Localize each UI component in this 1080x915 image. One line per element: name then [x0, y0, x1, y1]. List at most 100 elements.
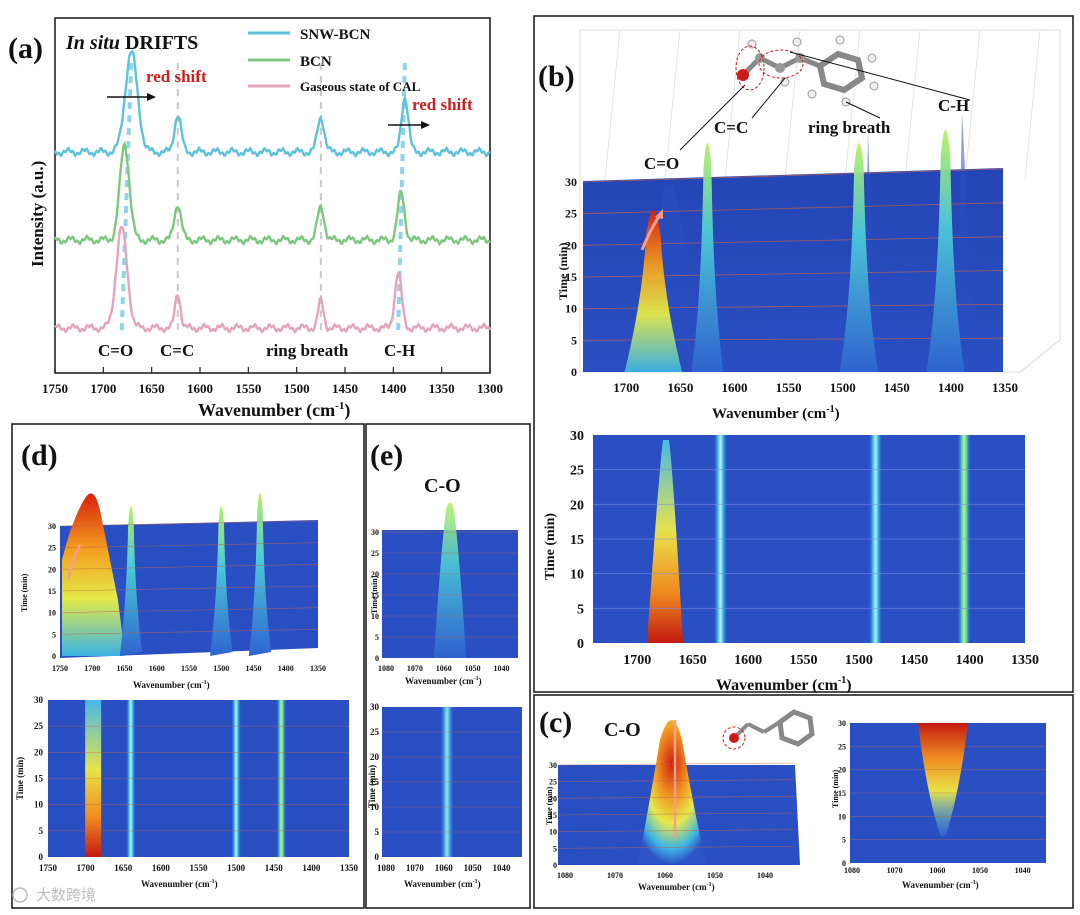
panel-b-3d-xlabel-main: Wavenumber (cm: [712, 406, 827, 422]
panel-a-xlabel-close: ): [344, 400, 350, 421]
y-tick-label: 20: [34, 747, 44, 757]
legend-label-gas: Gaseous state of CAL: [300, 79, 421, 94]
panel-e-3d-y-ticks: 0 5 10 15 20 25 30: [371, 528, 379, 663]
panel-c-map-xlabel-sup: -1: [971, 880, 976, 886]
x-tick-label: 1050: [972, 866, 988, 875]
x-tick-label: 1050: [464, 863, 483, 873]
panel-d-3d-xlabel-close: ): [207, 680, 210, 690]
y-tick-label: 0: [39, 852, 44, 862]
panel-d-map-xlabel-close: ): [215, 879, 218, 889]
panel-b-map-ylabel: Time (min): [543, 513, 558, 580]
time-row-line: [557, 762, 796, 766]
panel-c-3d-peak: [638, 720, 706, 864]
x-tick-label: 1070: [407, 664, 423, 673]
y-tick-label: 0: [571, 365, 577, 379]
x-tick-label: 1060: [435, 863, 454, 873]
x-tick-label: 1700: [90, 381, 116, 396]
x-tick-label: 1060: [436, 664, 452, 673]
panel-e-label: (e): [370, 439, 403, 472]
x-tick-label: 1350: [310, 664, 326, 673]
y-tick-label: 20: [570, 498, 584, 513]
y-tick-label: 5: [577, 602, 584, 617]
box-grid-line: [964, 29, 981, 181]
panel-a-xlabel-sup: -1: [335, 400, 344, 412]
panel-a-arrowhead-left: [147, 93, 156, 101]
panel-d-3d-y-ticks: 0 5 10 15 20 25 30: [48, 522, 56, 661]
panel-e-3d-rows: [382, 531, 518, 638]
panel-e-map-xlabel-close: ): [478, 879, 481, 889]
time-row-line: [582, 168, 1004, 183]
panel-a-series: [53, 49, 492, 334]
y-tick-label: 25: [34, 721, 44, 731]
y-tick-label: 10: [549, 828, 557, 837]
panel-e: (e) C-O 0 5 10 15 20 25 30 Time (min) 1080 1070…: [365, 423, 531, 909]
surface-peak-3: [926, 130, 965, 372]
y-tick-label: 0: [842, 859, 846, 868]
panel-c-map-y-ticks: 0 5 10 15 20 25 30: [838, 719, 846, 868]
map-band-0: [647, 440, 683, 643]
panel-b-map-y-ticks: 0 5 10 15 20 25 30: [570, 429, 584, 652]
panel-c-3d-ylabel: Time (min): [545, 786, 554, 825]
x-tick-label: 1400: [278, 664, 294, 673]
x-tick-label: 1500: [213, 664, 229, 673]
panel-a-peak-co: C=O: [98, 341, 133, 360]
x-tick-label: 1650: [117, 664, 133, 673]
box-grid-line: [664, 29, 681, 181]
panel-b-peaks: [624, 130, 965, 372]
panel-a-peak-cc: C=C: [160, 341, 194, 360]
panel-b-3d-xlabel: Wavenumber (cm-1): [712, 404, 840, 422]
y-tick-label: 25: [370, 727, 380, 737]
y-tick-label: 20: [565, 238, 577, 252]
y-tick-label: 0: [375, 654, 379, 663]
panel-e-map-y-ticks: 0 5 10 15 20 25 30: [370, 702, 380, 862]
panel-a-title-rest: DRIFTS: [120, 32, 198, 54]
y-tick-label: 25: [838, 742, 846, 751]
y-tick-label: 30: [34, 695, 44, 705]
box-grid-line: [604, 29, 621, 181]
box-grid-line: [904, 29, 921, 181]
y-tick-label: 30: [838, 719, 846, 728]
x-tick-label: 1550: [181, 664, 197, 673]
y-tick-label: 10: [570, 568, 584, 583]
surface-peak-1: [210, 506, 233, 656]
panel-b-peak-ch: C-H: [938, 96, 969, 115]
y-tick-label: 30: [48, 522, 56, 531]
x-tick-label: 1350: [1011, 653, 1039, 668]
panel-e-3d-xlabel: Wavenumber (cm-1): [405, 676, 482, 686]
y-tick-label: 15: [838, 789, 846, 798]
panel-e-frame: [365, 423, 531, 909]
panel-d-3d-ylabel: Time (min): [20, 573, 29, 612]
panel-d-3d-peaks: [119, 493, 272, 656]
x-tick-label: 1550: [776, 380, 802, 395]
panel-e-map-rows: [382, 731, 522, 833]
y-tick-label: 30: [549, 761, 557, 770]
panel-c-3d-y-ticks: 0 5 10 15 20 25 30: [549, 761, 557, 870]
legend-label-snw-bcn: SNW-BCN: [300, 27, 370, 43]
y-tick-label: 20: [549, 794, 557, 803]
panel-a-xlabel-main: Wavenumber (cm: [198, 400, 335, 421]
panel-a-peak-ring: ring breath: [266, 341, 349, 360]
y-tick-label: 25: [565, 207, 577, 221]
panel-b-3d-xlabel-sup: -1: [826, 404, 834, 415]
panel-c-co-label: C-O: [604, 719, 641, 741]
y-tick-label: 5: [375, 633, 379, 642]
panel-e-3d-x-ticks: 1080 1070 1060 1050 1040: [378, 664, 510, 673]
panel-c-map-xlabel: Wavenumber (cm-1): [902, 880, 979, 890]
panel-d: (d) 0 5 10 15 20 25 30 Time (min) 1750 1700 1650…: [11, 423, 365, 909]
panel-a-frame: [54, 17, 491, 374]
series-line-bcn: [53, 141, 492, 247]
time-row-line: [59, 564, 319, 570]
y-tick-label: 30: [570, 429, 584, 444]
panel-b-3d-ylabel: Time (min): [556, 243, 570, 300]
panel-e-3d-xlabel-close: ): [479, 676, 482, 686]
x-tick-label: 1550: [789, 653, 817, 668]
panel-d-frame: [11, 423, 365, 909]
x-tick-label: 1600: [149, 664, 165, 673]
panel-d-map-xlabel-main: Wavenumber (cm: [141, 879, 210, 889]
x-tick-label: 1400: [956, 653, 984, 668]
x-tick-label: 1080: [844, 866, 860, 875]
y-tick-label: 20: [370, 752, 380, 762]
x-tick-label: 1040: [757, 871, 773, 880]
panel-b-map-xlabel: Wavenumber (cm-1): [716, 675, 852, 694]
x-tick-label: 1750: [39, 863, 58, 873]
